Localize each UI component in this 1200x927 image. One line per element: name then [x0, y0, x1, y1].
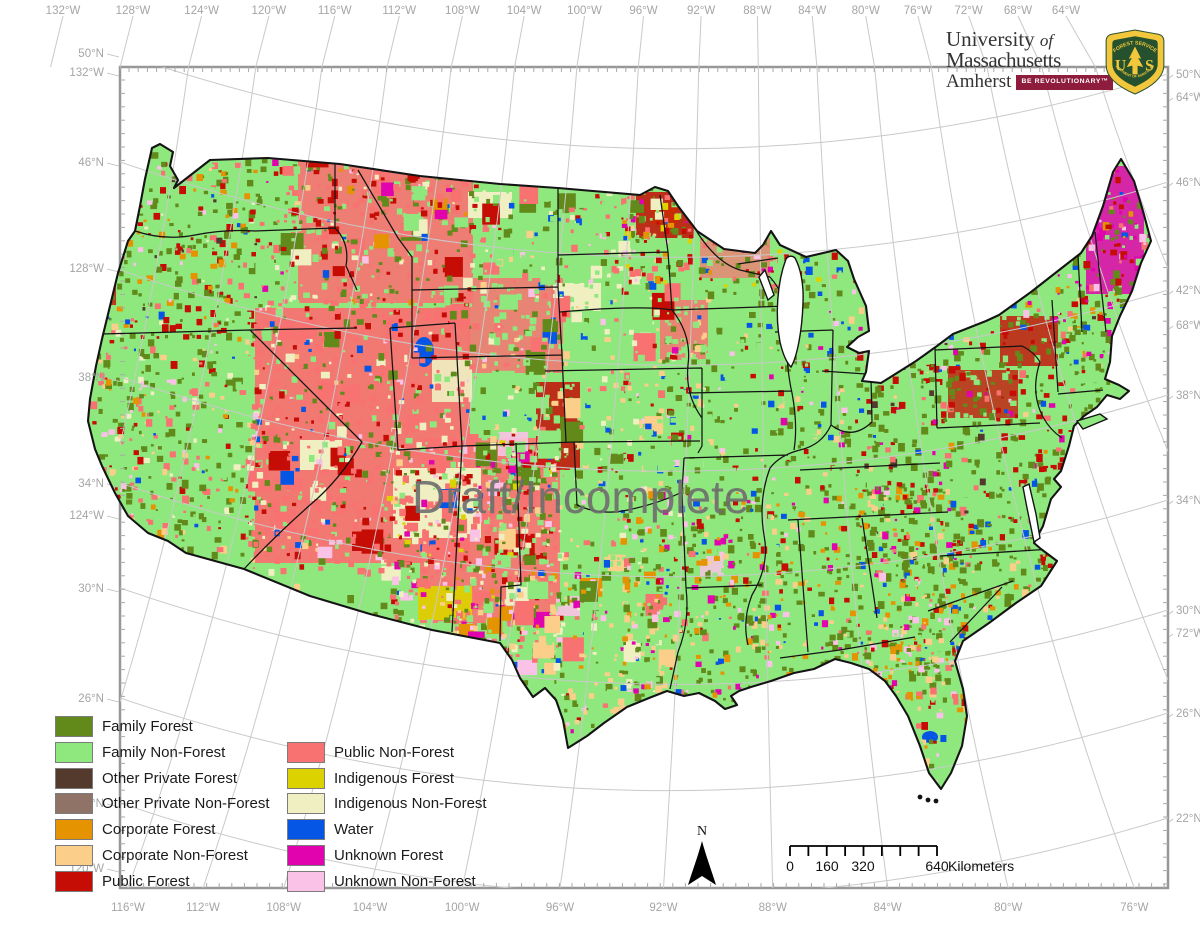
scale-bar-tick-label: 0	[786, 858, 794, 874]
graticule-label: 64°W	[1052, 5, 1080, 17]
florida-keys	[917, 794, 923, 800]
chesapeake-bay	[1022, 482, 1041, 544]
graticule-label: 80°W	[852, 5, 880, 17]
graticule-label: 132°W	[46, 5, 81, 17]
graticule-label: 104°W	[353, 902, 388, 914]
florida-keys	[933, 798, 939, 804]
graticule-label: 38°N	[78, 372, 104, 384]
umass-badge: BE REVOLUTIONARY™	[1016, 75, 1114, 90]
graticule-labels: 132°W 128°W 124°W 120°W 116°W 112°W 108°W 104°W…	[46, 5, 1200, 914]
graticule-label: 120°W	[252, 5, 287, 17]
graticule-label: 88°W	[743, 5, 771, 17]
graticule-label: 108°W	[445, 5, 480, 17]
graticule-label: 22°N	[78, 798, 104, 810]
umass-line1: University of	[946, 27, 1054, 51]
graticule-label: 120°W	[69, 863, 104, 875]
graticule-label: 96°W	[546, 902, 574, 914]
graticule-label: 72°W	[1176, 628, 1200, 640]
lake-michigan	[776, 255, 804, 369]
graticule-label: 84°W	[873, 902, 901, 914]
green-bay	[758, 268, 775, 302]
graticule-label: 76°W	[1120, 902, 1148, 914]
graticule-label: 26°N	[1176, 708, 1200, 720]
graticule-label: 128°W	[69, 263, 104, 275]
graticule-label: 68°W	[1176, 320, 1200, 332]
graticule-label: 50°N	[78, 48, 104, 60]
graticule-label: 84°W	[798, 5, 826, 17]
graticule-label: 34°N	[78, 478, 104, 490]
graticule-label: 46°N	[1176, 177, 1200, 189]
graticule-label: 108°W	[266, 902, 301, 914]
scale-bar-unit: Kilometers	[948, 858, 1014, 874]
usfs-letter-s: S	[1145, 57, 1154, 74]
graticule-label: 46°N	[78, 157, 104, 169]
north-arrow-icon	[688, 841, 716, 885]
graticule-label: 104°W	[507, 5, 542, 17]
graticule-label: 92°W	[687, 5, 715, 17]
us-coastline	[86, 142, 1153, 791]
graticule-label: 132°W	[69, 67, 104, 79]
graticule-label: 112°W	[382, 5, 416, 17]
north-arrow: N	[688, 824, 716, 885]
graticule-label: 68°W	[1004, 5, 1032, 17]
long-island	[1075, 413, 1109, 430]
usfs-logo: FOREST SERVICE U S DEPARTMENT OF AGRICUL…	[1104, 29, 1165, 95]
usfs-tree-icon	[1126, 46, 1144, 75]
graticule-label: 22°N	[1176, 813, 1200, 825]
usfs-letter-u: U	[1115, 57, 1126, 74]
scale-bar-labels: 0 160 320 640	[786, 858, 949, 874]
umass-line3: Amherst BE REVOLUTIONARY™	[946, 71, 1116, 91]
graticule-label: 92°W	[649, 902, 677, 914]
graticule-label: 124°W	[184, 5, 219, 17]
graticule-label: 26°N	[78, 693, 104, 705]
scale-bar	[789, 845, 938, 856]
graticule-label: 80°W	[994, 902, 1022, 914]
graticule-label: 72°W	[955, 5, 983, 17]
scale-bar-tick-label: 640	[925, 858, 949, 874]
graticule-label: 30°N	[1176, 605, 1200, 617]
graticule-label: 42°N	[1176, 285, 1200, 297]
umass-line2: Massachusetts	[946, 48, 1061, 73]
graticule-label: 128°W	[116, 5, 151, 17]
graticule-label: 38°N	[1176, 390, 1200, 402]
draft-watermark: Draft/Incomplete	[412, 471, 749, 523]
graticule-label: 88°W	[759, 902, 787, 914]
graticule-label: 76°W	[904, 5, 932, 17]
graticule-label: 34°N	[1176, 495, 1200, 507]
graticule-label: 100°W	[567, 5, 602, 17]
florida-keys	[925, 797, 931, 803]
graticule-label: 64°W	[1176, 92, 1200, 104]
us-landcover	[88, 144, 1151, 789]
graticule	[50, 15, 1174, 888]
umass-amherst-logo: University of Massachusetts Amherst BE R…	[946, 27, 1116, 91]
graticule-label: 96°W	[629, 5, 657, 17]
graticule-label: 116°W	[111, 902, 145, 914]
graticule-label: 112°W	[186, 902, 220, 914]
lakes-and-islands	[758, 255, 1109, 804]
graticule-label: 116°W	[318, 5, 352, 17]
graticule-label: 30°N	[78, 583, 104, 595]
scale-bar-tick-label: 320	[851, 858, 875, 874]
scale-bar-tick-label: 160	[815, 858, 839, 874]
graticule-label: 124°W	[69, 510, 104, 522]
north-arrow-label: N	[697, 824, 707, 839]
graticule-label: 100°W	[445, 902, 480, 914]
graticule-label: 50°N	[1176, 69, 1200, 81]
